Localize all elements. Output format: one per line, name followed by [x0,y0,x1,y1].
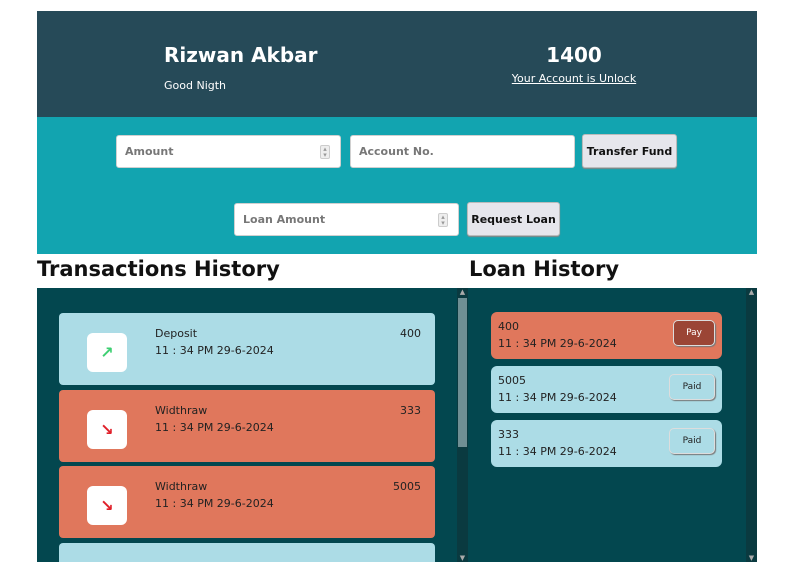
greeting: Good Nigth [164,79,227,92]
loan-card: 5005 11 : 34 PM 29-6-2024 Paid [491,366,722,413]
scroll-up-icon[interactable]: ▲ [748,288,755,296]
loan-history-title: Loan History [469,257,620,281]
spinner-icon[interactable]: ▴ ▾ [438,213,448,227]
loan-amount: 400 [498,320,519,333]
paid-button[interactable]: Paid [669,428,715,454]
transaction-date: 11 : 34 PM 29-6-2024 [155,497,274,510]
transaction-amount: 5005 [393,480,421,493]
transaction-date: 11 : 34 PM 29-6-2024 [155,344,274,357]
trending-down-icon: ↘ [87,410,127,449]
transaction-type: Widthraw [155,480,208,493]
transaction-type: Deposit [155,327,198,340]
loan-card: 333 11 : 34 PM 29-6-2024 Paid [491,420,722,467]
scroll-up-icon[interactable]: ▲ [459,288,466,296]
loan-card: 400 11 : 34 PM 29-6-2024 Pay [491,312,722,359]
balance: 1400 [546,43,602,67]
user-name: Rizwan Akbar [164,43,318,67]
trending-up-icon: ↗ [87,333,127,372]
scrollbar-thumb[interactable] [458,298,467,447]
transaction-date: 11 : 34 PM 29-6-2024 [155,421,274,434]
amount-input[interactable]: Amount ▴ ▾ [116,135,341,168]
loan-date: 11 : 34 PM 29-6-2024 [498,337,617,350]
scroll-down-icon[interactable]: ▼ [748,554,755,562]
transaction-type: Widthraw [155,404,208,417]
loan-scrollbar[interactable]: ▲ ▼ [746,288,757,562]
scroll-down-icon[interactable]: ▼ [459,554,466,562]
loan-amount-placeholder: Loan Amount [243,213,326,226]
account-status-link[interactable]: Your Account is Unlock [511,72,637,85]
transactions-scrollbar[interactable]: ▲ ▼ [457,288,468,562]
loan-date: 11 : 34 PM 29-6-2024 [498,445,617,458]
transaction-card-partial [59,543,435,562]
transaction-card: ↘ Widthraw 11 : 34 PM 29-6-2024 333 [59,390,435,462]
transactions-title: Transactions History [37,257,280,281]
loan-date: 11 : 34 PM 29-6-2024 [498,391,617,404]
transaction-amount: 400 [400,327,421,340]
trending-down-icon: ↘ [87,486,127,525]
loan-amount: 333 [498,428,519,441]
account-header: Rizwan Akbar Good Nigth 1400 Your Accoun… [37,11,757,117]
loan-amount: 5005 [498,374,526,387]
transaction-card: ↗ Deposit 11 : 34 PM 29-6-2024 400 [59,313,435,385]
paid-button[interactable]: Paid [669,374,715,400]
pay-button[interactable]: Pay [673,320,715,346]
transaction-card: ↘ Widthraw 11 : 34 PM 29-6-2024 5005 [59,466,435,538]
transfer-fund-button[interactable]: Transfer Fund [582,134,677,168]
account-number-input[interactable]: Account No. [350,135,575,168]
spinner-icon[interactable]: ▴ ▾ [320,145,330,159]
request-loan-button[interactable]: Request Loan [467,202,560,236]
amount-placeholder: Amount [125,145,174,158]
transaction-amount: 333 [400,404,421,417]
loan-amount-input[interactable]: Loan Amount ▴ ▾ [234,203,459,236]
transactions-list: ↗ Deposit 11 : 34 PM 29-6-2024 400 ↘ Wid… [37,288,457,562]
account-placeholder: Account No. [359,145,434,158]
